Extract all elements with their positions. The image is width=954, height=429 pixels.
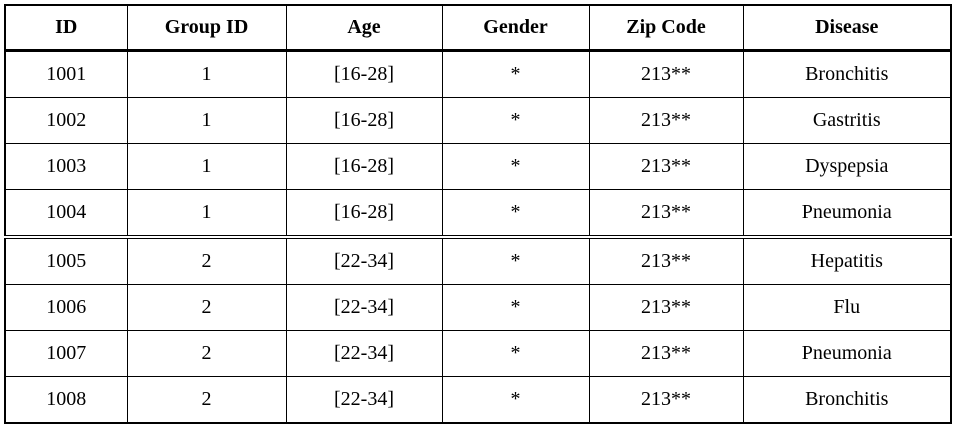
table-cell: [16-28] [285, 97, 443, 144]
header-cell: Gender [441, 4, 590, 52]
table-cell: 1002 [4, 97, 128, 144]
header-cell: Zip Code [588, 4, 744, 52]
table-cell: 1003 [4, 143, 128, 190]
table-cell: 213** [588, 189, 744, 239]
table-row: 1005 2 [22-34] * 213** Hepatitis [4, 236, 952, 285]
header-row: ID Group ID Age Gender Zip Code Disease [4, 4, 952, 52]
table-cell: [22-34] [285, 284, 443, 331]
table-row: 1007 2 [22-34] * 213** Pneumonia [4, 330, 952, 377]
table-cell: 1 [126, 50, 287, 98]
table-cell: 213** [588, 376, 744, 424]
header-cell: Age [285, 4, 443, 52]
table-cell: 1008 [4, 376, 128, 424]
header-cell: Disease [742, 4, 952, 52]
table-cell: * [441, 97, 590, 144]
table-cell: 1001 [4, 50, 128, 98]
table-cell: 213** [588, 330, 744, 377]
table-row: 1003 1 [16-28] * 213** Dyspepsia [4, 143, 952, 190]
table-cell: 1 [126, 143, 287, 190]
table-cell: 2 [126, 330, 287, 377]
table-cell: Dyspepsia [742, 143, 952, 190]
table-cell: 1 [126, 97, 287, 144]
table-cell: 2 [126, 376, 287, 424]
table-cell: * [441, 189, 590, 239]
table-cell: Gastritis [742, 97, 952, 144]
table-cell: 213** [588, 143, 744, 190]
table-cell: [22-34] [285, 376, 443, 424]
table-cell: * [441, 236, 590, 285]
table-row: 1008 2 [22-34] * 213** Bronchitis [4, 376, 952, 424]
table-cell: 1005 [4, 236, 128, 285]
table-row: 1001 1 [16-28] * 213** Bronchitis [4, 50, 952, 98]
table-cell: 1 [126, 189, 287, 239]
table-row: 1006 2 [22-34] * 213** Flu [4, 284, 952, 331]
table-cell: 1007 [4, 330, 128, 377]
table-cell: * [441, 330, 590, 377]
table-cell: 2 [126, 284, 287, 331]
table-cell: 213** [588, 50, 744, 98]
data-table: ID Group ID Age Gender Zip Code Disease 1001 1… [4, 4, 952, 424]
table-cell: Bronchitis [742, 376, 952, 424]
table-cell: Pneumonia [742, 330, 952, 377]
table-cell: 2 [126, 236, 287, 285]
table-cell: Flu [742, 284, 952, 331]
table-cell: Hepatitis [742, 236, 952, 285]
table-cell: [22-34] [285, 330, 443, 377]
table-cell: [16-28] [285, 189, 443, 239]
table-cell: 213** [588, 236, 744, 285]
table-cell: * [441, 376, 590, 424]
table-cell: * [441, 143, 590, 190]
table-cell: * [441, 50, 590, 98]
table-row: 1002 1 [16-28] * 213** Gastritis [4, 97, 952, 144]
table-row: 1004 1 [16-28] * 213** Pneumonia [4, 189, 952, 239]
table-cell: Bronchitis [742, 50, 952, 98]
table-cell: * [441, 284, 590, 331]
table-cell: [22-34] [285, 236, 443, 285]
table-cell: 213** [588, 284, 744, 331]
table-cell: [16-28] [285, 143, 443, 190]
table-cell: 213** [588, 97, 744, 144]
header-cell: Group ID [126, 4, 287, 52]
table-cell: Pneumonia [742, 189, 952, 239]
table-cell: 1004 [4, 189, 128, 239]
table-cell: 1006 [4, 284, 128, 331]
table-cell: [16-28] [285, 50, 443, 98]
header-cell: ID [4, 4, 128, 52]
